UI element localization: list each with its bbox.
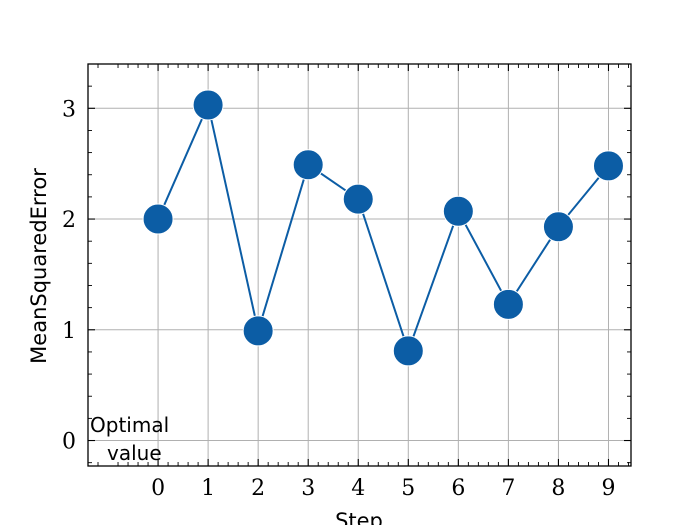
y-axis-label: MeanSquaredError — [27, 168, 51, 364]
data-point-7 — [492, 288, 524, 320]
data-point-0 — [142, 203, 174, 235]
x-tick-label: 4 — [351, 476, 365, 501]
series-line — [157, 101, 610, 354]
y-tick-label: 3 — [62, 97, 76, 122]
x-tick-label: 7 — [501, 476, 515, 501]
axes — [87, 63, 632, 467]
data-point-8 — [542, 211, 574, 243]
x-tick-label: 9 — [601, 476, 615, 501]
x-tick-label: 6 — [451, 476, 465, 501]
grid — [88, 64, 631, 466]
y-tick-label: 0 — [62, 430, 76, 455]
data-point-6 — [442, 195, 474, 227]
x-tick-label: 8 — [551, 476, 565, 501]
y-tick-label: 2 — [62, 208, 76, 233]
data-point-1 — [192, 89, 224, 121]
y-tick-label: 1 — [62, 319, 76, 344]
series-layer — [142, 89, 624, 367]
annotation-line-2: value — [107, 441, 162, 465]
annotation-line-1: Optimal — [90, 413, 169, 437]
data-point-2 — [242, 315, 274, 347]
data-point-5 — [392, 335, 424, 367]
x-tick-label: 5 — [401, 476, 415, 501]
x-tick-label: 3 — [301, 476, 315, 501]
data-point-9 — [592, 150, 624, 182]
data-point-3 — [292, 149, 324, 181]
tick-labels: 0 1 2 3 4 5 6 7 8 9 0 1 2 3 — [62, 97, 615, 501]
x-axis-label: Step — [335, 509, 383, 525]
x-tick-label: 0 — [151, 476, 165, 501]
data-point-4 — [342, 183, 374, 215]
plot-frame — [87, 63, 632, 467]
x-tick-label: 1 — [201, 476, 215, 501]
x-tick-label: 2 — [251, 476, 265, 501]
